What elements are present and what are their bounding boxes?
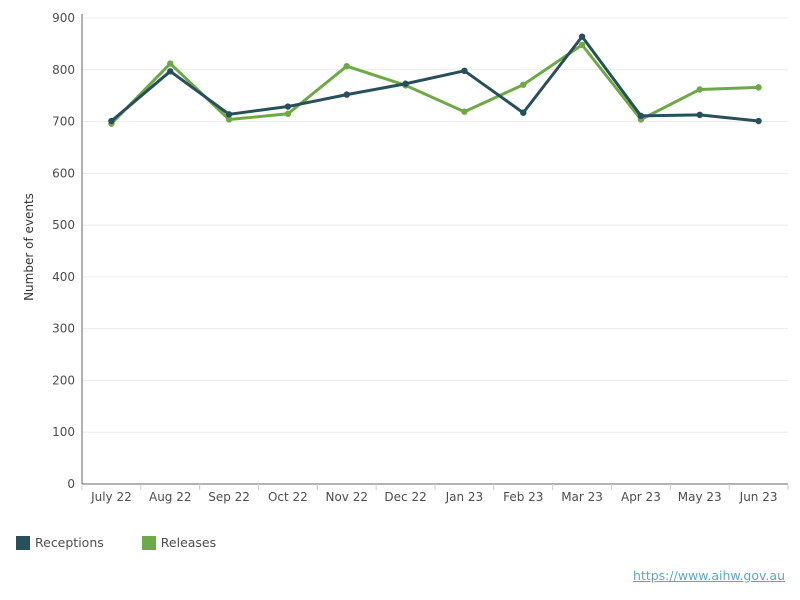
data-point-releases[interactable] (343, 62, 350, 70)
data-point-receptions[interactable] (696, 111, 703, 119)
legend-label-releases: Releases (160, 535, 217, 550)
x-tick-label: Sep 22 (208, 490, 250, 504)
legend-swatch-receptions (16, 535, 30, 550)
data-point-receptions[interactable] (520, 109, 527, 116)
series-lines (108, 33, 762, 127)
y-tick-label: 100 (52, 425, 75, 439)
grid-lines (82, 17, 788, 433)
x-tick-label: Apr 23 (621, 490, 661, 504)
data-point-receptions[interactable] (284, 103, 292, 110)
data-point-releases[interactable] (755, 84, 762, 91)
y-tick-label: 400 (52, 270, 75, 284)
x-tick-label: Mar 23 (561, 490, 603, 504)
legend: Receptions Releases (16, 535, 254, 550)
y-tick-label: 0 (67, 477, 75, 491)
data-point-receptions[interactable] (461, 67, 468, 75)
data-point-receptions[interactable] (225, 111, 233, 118)
data-point-receptions[interactable] (755, 117, 762, 125)
x-tick-label: Dec 22 (384, 490, 426, 504)
x-tick-label: Aug 22 (149, 490, 192, 504)
series-receptions (108, 33, 762, 125)
y-tick-label: 500 (52, 218, 75, 232)
y-tick-label: 600 (52, 166, 75, 180)
legend-swatch-releases (141, 535, 156, 550)
legend-label-receptions: Receptions (35, 535, 104, 550)
data-point-releases[interactable] (520, 81, 527, 88)
series-line-receptions (109, 35, 761, 123)
source-link[interactable]: https://www.aihw.gov.au (633, 568, 785, 583)
legend-item-receptions[interactable]: Receptions (16, 535, 104, 550)
axes (81, 14, 789, 490)
y-tick-label: 200 (52, 373, 75, 387)
y-tick-labels: 0 100 200 300 400 500 600 700 800 900 (52, 11, 75, 491)
x-tick-label: Nov 22 (325, 490, 368, 504)
data-point-receptions[interactable] (637, 112, 645, 120)
x-tick-label: Jun 23 (739, 490, 778, 504)
y-axis-title: Number of events (22, 193, 36, 301)
legend-item-releases[interactable]: Releases (141, 535, 217, 550)
data-point-releases[interactable] (225, 116, 233, 123)
data-point-releases[interactable] (284, 110, 292, 117)
y-tick-label: 900 (52, 11, 75, 25)
data-point-releases[interactable] (696, 86, 703, 93)
data-point-releases[interactable] (167, 60, 174, 67)
x-tick-label: July 22 (90, 490, 132, 504)
data-point-releases[interactable] (461, 108, 468, 115)
x-tick-label: May 23 (678, 490, 722, 504)
data-point-receptions[interactable] (108, 117, 115, 125)
data-point-receptions[interactable] (578, 33, 586, 40)
y-tick-label: 700 (52, 115, 75, 129)
series-line-releases (109, 43, 761, 126)
x-tick-label: Jan 23 (445, 490, 484, 504)
data-point-receptions[interactable] (402, 80, 409, 87)
y-tick-label: 300 (52, 322, 75, 336)
data-point-releases[interactable] (578, 41, 586, 49)
y-tick-label: 800 (52, 63, 75, 77)
x-tick-labels: July 22 Aug 22 Sep 22 Oct 22 Nov 22 Dec 22 Jan… (90, 490, 777, 504)
data-point-receptions[interactable] (167, 68, 174, 75)
data-point-receptions[interactable] (343, 91, 350, 98)
x-tick-label: Oct 22 (268, 490, 308, 504)
x-tick-label: Feb 23 (503, 490, 543, 504)
